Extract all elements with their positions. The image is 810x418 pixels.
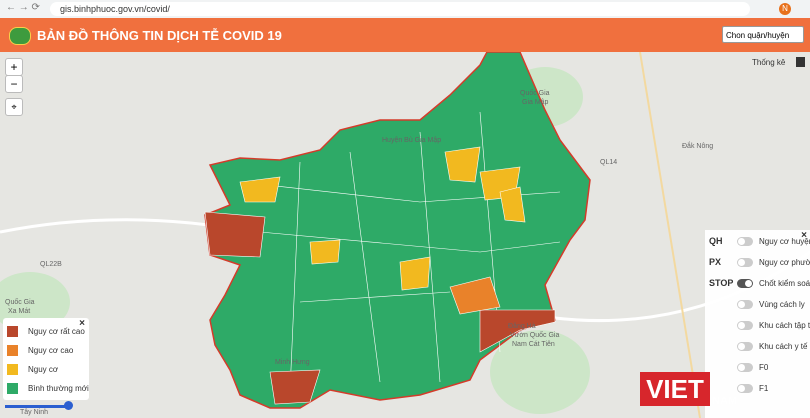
legend-swatch <box>7 344 18 356</box>
layer-label: F0 <box>759 362 769 372</box>
layer-label: Vùng cách ly <box>759 299 805 309</box>
park <box>0 272 70 332</box>
legend: × Nguy cơ rất cao Nguy cơ cao Nguy cơ Bình … <box>3 318 89 400</box>
legend-item: Bình thường mới <box>7 381 89 395</box>
legend-swatch <box>7 363 18 375</box>
legend-label: Nguy cơ rất cao <box>28 326 85 336</box>
layer-label: Khu cách y tế <box>759 341 808 351</box>
place-label: Quốc Gia <box>5 297 35 306</box>
road <box>639 52 701 418</box>
layer-toggle[interactable] <box>737 362 753 372</box>
stats-button[interactable]: Thống kê <box>752 58 786 67</box>
layer-item: Khu cách tập tru <box>709 318 810 332</box>
watermark: VIET <box>640 372 710 406</box>
layer-label: Nguy cơ phường <box>759 257 810 267</box>
legend-label: Bình thường mới <box>28 383 89 393</box>
watermark-sub: NAM <box>712 395 738 407</box>
layer-close[interactable]: × <box>801 230 807 241</box>
legend-item: Nguy cơ rất cao <box>7 324 85 338</box>
legend-swatch <box>7 382 18 394</box>
layer-item: Vùng cách ly <box>709 297 805 311</box>
layer-item: F1 <box>709 381 768 395</box>
legend-label: Nguy cơ <box>28 364 59 374</box>
avatar[interactable]: N <box>779 3 791 15</box>
legend-swatch <box>7 325 18 337</box>
layer-toggle[interactable] <box>737 236 753 246</box>
app-title: BẢN ĐỒ THÔNG TIN DỊCH TỄ COVID 19 <box>37 28 282 43</box>
zoom-in[interactable]: + <box>5 58 23 76</box>
layer-label: Khu cách tập tru <box>759 320 810 330</box>
layers-icon[interactable] <box>796 57 805 67</box>
place-label: Tây Ninh <box>20 409 48 416</box>
opacity-slider[interactable] <box>5 405 69 408</box>
layer-toggle[interactable] <box>737 383 753 393</box>
map-labels: Quốc Gia Gia Mập Đắk Nông Vườn Quốc Gia Nam … <box>5 88 713 416</box>
locate-button[interactable]: ⌖ <box>5 98 23 116</box>
layer-toggle[interactable] <box>737 278 753 288</box>
district-select[interactable]: Chon quận/huyện <box>722 26 804 43</box>
legend-item: Nguy cơ cao <box>7 343 73 357</box>
browser-bar: ← → ⟳ gis.binhphuoc.gov.vn/covid/ N <box>0 0 810 18</box>
address-bar[interactable]: gis.binhphuoc.gov.vn/covid/ <box>50 2 750 16</box>
place-label: Minh Hưng <box>275 359 310 366</box>
layer-item: STOP Chốt kiểm soát <box>709 276 810 290</box>
park <box>490 330 590 414</box>
place-label: Đăng Hà <box>508 323 536 330</box>
layer-toggle[interactable] <box>737 320 753 330</box>
layer-item: Khu cách y tế <box>709 339 807 353</box>
layer-toggle[interactable] <box>737 341 753 351</box>
map[interactable]: Quốc Gia Gia Mập Đắk Nông Vườn Quốc Gia Nam … <box>0 52 810 418</box>
layer-item: F0 <box>709 360 768 374</box>
place-label: Gia Mập <box>522 99 549 106</box>
place-label: Đắk Nông <box>682 141 713 150</box>
place-label: Quốc Gia <box>520 88 550 97</box>
nav-buttons[interactable]: ← → ⟳ <box>6 2 40 13</box>
place-label: QL22B <box>40 261 62 268</box>
layer-toggle[interactable] <box>737 257 753 267</box>
layer-tag: PX <box>709 257 722 267</box>
legend-item: Nguy cơ <box>7 362 58 376</box>
layer-item: QH Nguy cơ huyện/ <box>709 234 810 248</box>
app-header: BẢN ĐỒ THÔNG TIN DỊCH TỄ COVID 19 Chon q… <box>0 18 810 52</box>
place-label: Nam Cát Tiên <box>512 341 555 348</box>
slider-handle[interactable] <box>64 401 73 410</box>
risk-zones <box>204 146 556 405</box>
place-label: Vườn Quốc Gia <box>510 330 559 339</box>
legend-label: Nguy cơ cao <box>28 345 74 355</box>
layer-item: PX Nguy cơ phường <box>709 255 810 269</box>
legend-close[interactable]: × <box>79 318 85 329</box>
zoom-out[interactable]: − <box>5 75 23 93</box>
layer-label: F1 <box>759 383 769 393</box>
place-label: QL14 <box>600 159 617 166</box>
layer-tag: QH <box>709 236 723 246</box>
place-label: Xa Mát <box>8 308 30 315</box>
place-label: Huyện Bù Gia Mập <box>382 137 441 144</box>
logo <box>9 27 31 45</box>
layer-label: Nguy cơ huyện/ <box>759 236 810 246</box>
layer-label: Chốt kiểm soát <box>759 278 810 288</box>
url: gis.binhphuoc.gov.vn/covid/ <box>60 4 170 14</box>
layer-toggle[interactable] <box>737 299 753 309</box>
layer-tag: STOP <box>709 278 734 288</box>
layer-panel: × QH Nguy cơ huyện/PX Nguy cơ phường STOP Ch… <box>705 230 810 418</box>
